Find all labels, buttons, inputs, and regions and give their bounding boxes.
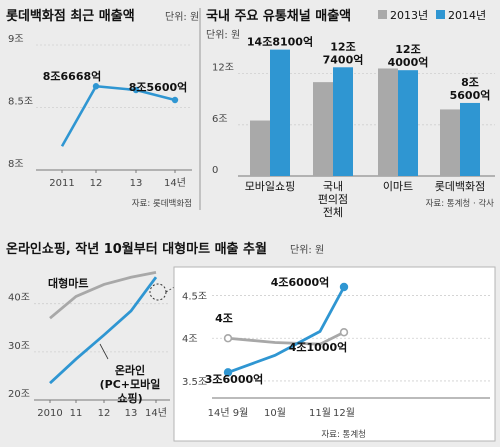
channels-title: 국내 주요 유통채널 매출액	[206, 8, 351, 24]
online-crossover-marker	[149, 283, 167, 301]
online-unit: 단위: 원	[290, 243, 324, 256]
lotte-y-tick: 8.5조	[8, 97, 33, 108]
lotte-x-tick: 12	[90, 178, 103, 189]
channels-legend: 2013년 2014년	[378, 9, 486, 22]
channels-value-label: 12조	[330, 40, 355, 53]
online-series-line	[49, 276, 158, 385]
lotte-x-tick: 14년	[164, 177, 186, 189]
channels-bar-2014	[460, 102, 480, 176]
inset-y-tick: 4조	[182, 334, 198, 345]
channels-category-label: 롯데백화점	[435, 180, 486, 193]
online-series-label-online: (PC+모바일	[100, 377, 161, 391]
channels-value-label: 5600억	[450, 89, 491, 102]
inset-y-tick: 4.5조	[182, 292, 207, 303]
inset-point	[223, 334, 233, 343]
online-title: 온라인쇼핑, 작년 10월부터 대형마트 매출 추월	[6, 241, 267, 257]
channels-bar-2014	[333, 67, 353, 176]
channels-bar-2013	[250, 120, 270, 176]
channels-bar-chart: 12조6조014조8100억모바일쇼핑12조7400억국내편의점전체12조400…	[212, 36, 495, 219]
inset-y-tick: 3.5조	[182, 377, 207, 388]
channels-category-label: 전체	[323, 206, 343, 219]
lotte-point	[132, 86, 140, 94]
channels-category-label: 편의점	[318, 193, 348, 206]
online-label-leader	[99, 343, 109, 360]
channels-source: 자료: 통계청 · 각사	[426, 198, 495, 209]
channels-bar-2013	[313, 82, 333, 176]
channels-value-label: 12조	[395, 43, 420, 56]
legend-swatch-2014	[436, 10, 445, 19]
channels-bar-2013	[440, 109, 460, 176]
channels-bar-2013	[378, 68, 398, 176]
channels-value-label: 14조8100억	[247, 36, 313, 49]
channels-y-tick: 6조	[212, 114, 228, 125]
online-y-tick: 30조	[8, 341, 30, 352]
lotte-line	[60, 84, 176, 147]
inset-x-tick: 12월	[333, 407, 355, 419]
legend-label-2014: 2014년	[448, 9, 486, 22]
inset-x-tick: 10월	[264, 407, 286, 419]
inset-annotation: 4조	[215, 312, 233, 325]
channels-category-label: 이마트	[383, 180, 413, 193]
channels-bar-2014	[270, 49, 290, 176]
lotte-point	[171, 96, 179, 104]
channels-y-tick: 0	[212, 165, 218, 176]
inset-annotation: 4조1000억	[289, 341, 348, 354]
online-series-label-online: 온라인	[115, 363, 145, 377]
online-y-tick: 20조	[8, 389, 30, 400]
online-x-tick: 12	[98, 408, 111, 419]
online-y-tick: 40조	[8, 293, 30, 304]
lotte-source: 자료: 롯데백화점	[132, 198, 192, 209]
channels-value-label: 8조	[461, 76, 479, 89]
online-series-line	[49, 271, 157, 320]
inset-point	[339, 328, 349, 337]
online-x-tick: 11	[70, 408, 83, 419]
lotte-unit: 단위: 원	[165, 10, 199, 23]
channels-category-label: 모바일쇼핑	[245, 179, 296, 193]
legend-label-2013: 2013년	[390, 9, 428, 22]
inset-frame	[173, 266, 496, 442]
lotte-x-tick: 2011	[49, 178, 74, 189]
inset-source: 자료: 통계청	[321, 429, 366, 440]
lotte-annotation: 8조5600억	[129, 81, 188, 94]
inset-point	[339, 282, 349, 292]
online-x-tick: 13	[125, 408, 138, 419]
lotte-annotation: 8조6668억	[43, 70, 102, 83]
channels-value-label: 4000억	[388, 56, 429, 69]
online-x-tick: 14년	[145, 407, 167, 419]
inset-annotation: 3조6000억	[205, 373, 264, 386]
inset-annotation: 4조6000억	[271, 276, 330, 289]
inset-x-tick: 14년 9월	[208, 407, 249, 419]
online-series-label-mart: 대형마트	[48, 276, 88, 290]
inset-x-tick: 11월	[309, 407, 331, 419]
online-x-tick: 2010	[37, 408, 62, 419]
channels-bar-2014	[398, 70, 418, 176]
lotte-point	[92, 83, 100, 90]
inset-series-line	[227, 286, 346, 374]
lotte-y-tick: 9조	[8, 34, 24, 45]
legend-swatch-2013	[378, 10, 387, 19]
lotte-x-tick: 13	[130, 178, 143, 189]
lotte-y-tick: 8조	[8, 159, 24, 170]
inset-point	[223, 368, 233, 377]
channels-value-label: 7400억	[323, 53, 364, 66]
channels-unit: 단위: 원	[206, 28, 240, 41]
channels-category-label: 국내	[323, 180, 343, 193]
lotte-title: 롯데백화점 최근 매출액	[6, 8, 135, 24]
channels-y-tick: 12조	[212, 63, 234, 74]
inset-monthly-chart: 4.5조 4조 3.5조 14년 9월 10월 11월 12월 4조6000억 4조 4조1000…	[182, 276, 490, 419]
online-series-label-online: 쇼핑)	[117, 391, 142, 405]
lotte-revenue-chart: 9조 8.5조 8조 2011 12 13 14년 8조6668억 8조5600억	[8, 34, 192, 189]
